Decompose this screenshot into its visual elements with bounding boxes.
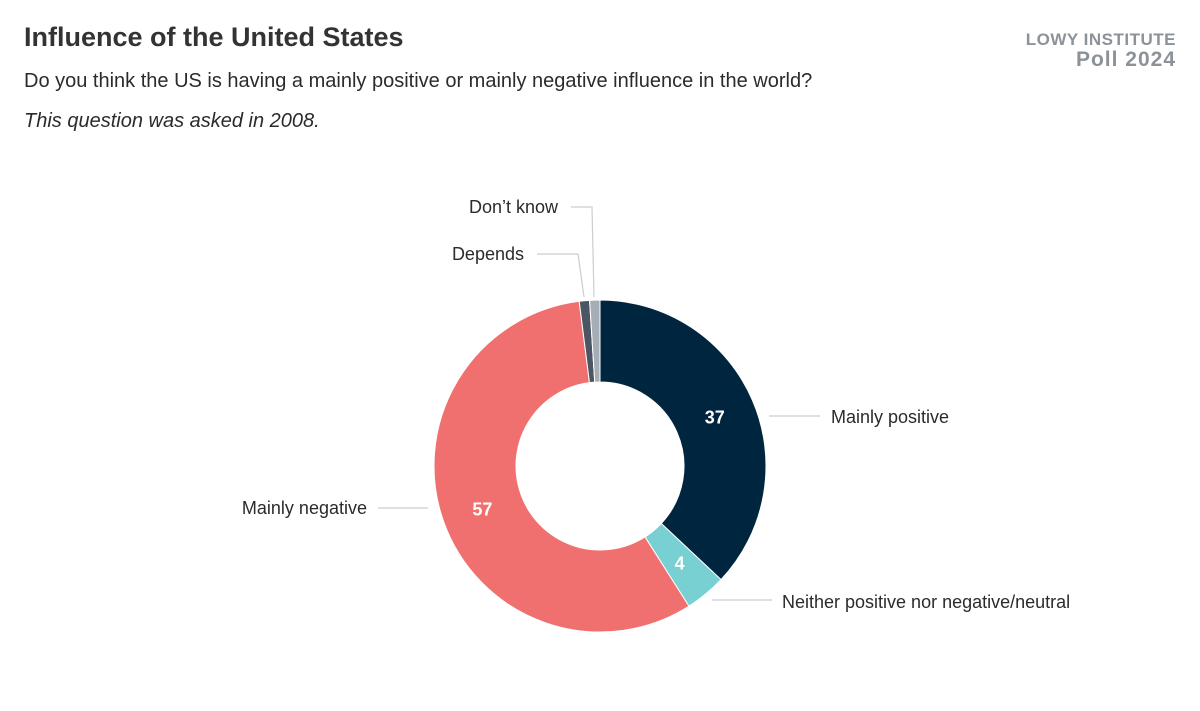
chart-note: This question was asked in 2008. xyxy=(24,110,320,132)
category-label-neither-positive-nor-negative-neutral: Neither positive nor negative/neutral xyxy=(782,592,1070,612)
leader-line-depends xyxy=(537,253,585,298)
value-label-neither-positive-nor-negative-neutral: 4 xyxy=(675,553,685,573)
chart-subtitle: Do you think the US is having a mainly p… xyxy=(24,70,813,92)
leader-lines-group xyxy=(378,206,820,601)
brand-poll: Poll 2024 xyxy=(1075,48,1176,71)
category-label-don-t-know: Don’t know xyxy=(469,197,559,217)
category-label-mainly-negative: Mainly negative xyxy=(242,498,367,518)
slice-don-t-know[interactable] xyxy=(589,299,601,383)
slice-mainly-positive[interactable] xyxy=(599,299,767,581)
slices-group xyxy=(433,299,767,633)
brand-logo: LOWY INSTITUTE Poll 2024 xyxy=(1026,30,1176,72)
chart-title: Influence of the United States xyxy=(24,22,404,52)
category-label-mainly-positive: Mainly positive xyxy=(831,407,949,427)
slice-mainly-negative[interactable] xyxy=(433,300,690,633)
labels-group: 37 Mainly positive 4 Neither positive nor n… xyxy=(242,197,1070,612)
value-label-mainly-positive: 37 xyxy=(705,407,725,427)
value-label-mainly-negative: 57 xyxy=(472,499,492,519)
leader-line-don-t-know xyxy=(571,206,595,298)
brand-name: LOWY INSTITUTE xyxy=(1025,30,1176,49)
category-label-depends: Depends xyxy=(452,244,524,264)
